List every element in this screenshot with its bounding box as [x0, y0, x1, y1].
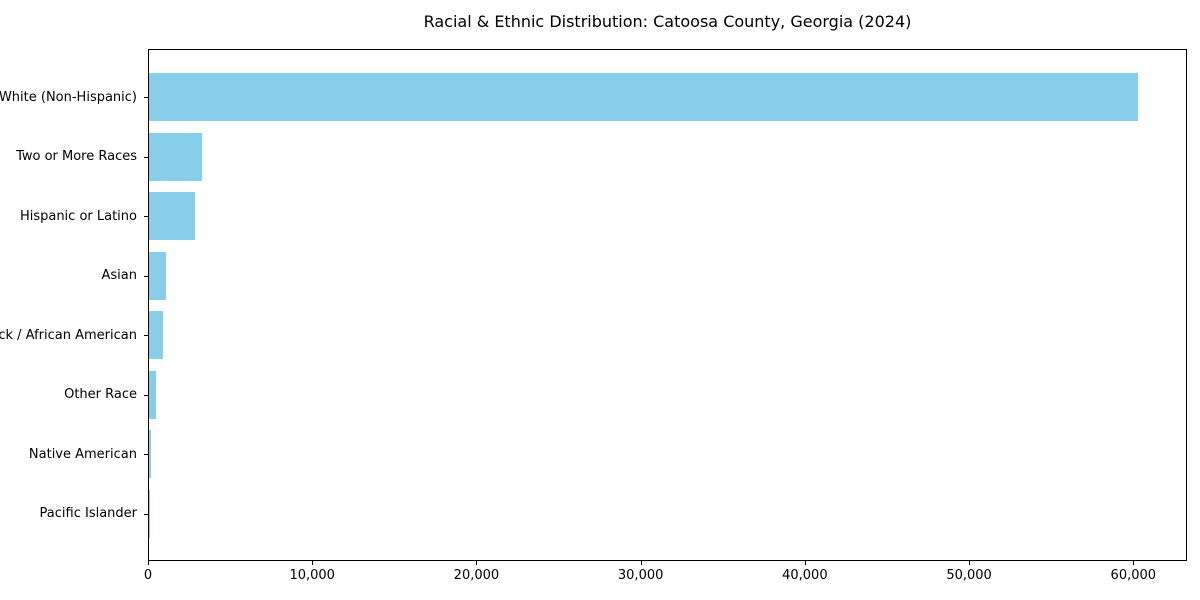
bar	[149, 430, 151, 479]
x-tick	[1133, 561, 1135, 565]
y-tick	[144, 156, 148, 158]
bar	[149, 311, 164, 360]
y-tick	[144, 216, 148, 218]
y-tick	[144, 454, 148, 456]
y-axis-label: Asian	[101, 268, 137, 284]
y-tick	[144, 275, 148, 277]
bar	[149, 489, 150, 538]
bar	[149, 370, 157, 419]
x-tick	[640, 561, 642, 565]
x-tick	[148, 561, 149, 565]
x-tick	[969, 561, 971, 565]
x-tick-label: 50,000	[946, 568, 992, 583]
x-tick	[312, 561, 314, 565]
x-tick	[476, 561, 478, 565]
x-tick-label: 60,000	[1110, 568, 1157, 583]
bar	[149, 192, 195, 241]
x-tick-label: 20,000	[453, 568, 500, 583]
y-axis-label: Other Race	[64, 387, 137, 403]
y-axis-label: Native American	[28, 446, 137, 462]
bar	[149, 73, 1138, 121]
y-axis-label: Two or More Races	[16, 149, 137, 165]
bar	[149, 251, 167, 300]
y-axis-label: Hispanic or Latino	[19, 208, 137, 224]
x-tick	[804, 561, 806, 565]
y-axis-label: Pacific Islander	[39, 506, 137, 522]
plot-area	[148, 49, 1187, 561]
y-tick	[144, 513, 148, 515]
y-tick	[144, 97, 148, 98]
x-tick-label: 0	[143, 568, 153, 583]
bar	[149, 132, 203, 181]
x-tick-label: 30,000	[617, 568, 664, 583]
x-tick-label: 40,000	[782, 568, 828, 583]
y-axis-label: Black / African American	[0, 327, 137, 343]
y-axis-label: White (Non-Hispanic)	[0, 89, 137, 105]
chart-title: Racial & Ethnic Distribution: Catoosa Co…	[423, 12, 912, 31]
x-tick-label: 10,000	[289, 568, 335, 583]
y-tick	[144, 335, 148, 337]
y-tick	[144, 394, 148, 396]
